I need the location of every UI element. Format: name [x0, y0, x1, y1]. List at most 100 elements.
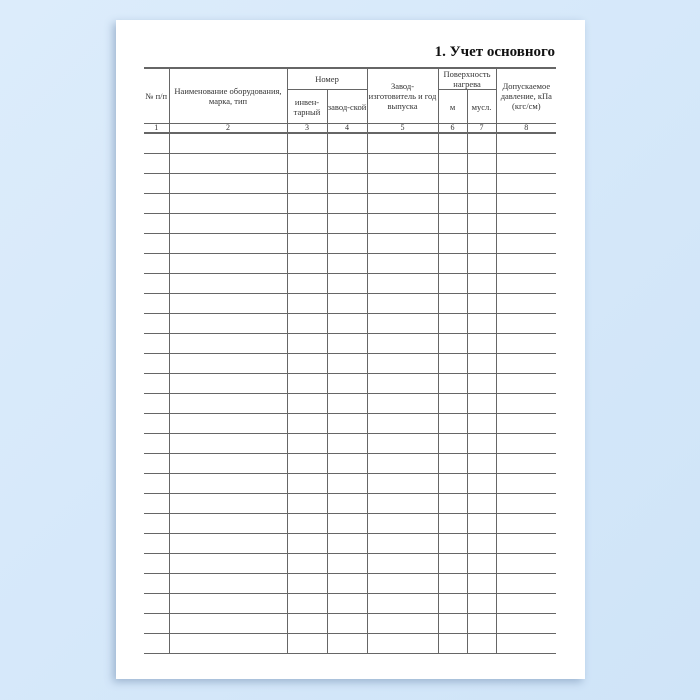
table-cell: [466, 253, 497, 274]
table-cell: [495, 633, 557, 654]
table-cell: [495, 153, 557, 174]
table-cell: [168, 493, 288, 514]
table-cell: [466, 213, 497, 234]
table-cell: [366, 573, 439, 594]
table-cell: [437, 433, 468, 454]
table-cell: [144, 433, 170, 454]
table-row: [144, 593, 557, 614]
table-cell: [366, 473, 439, 494]
table-cell: [437, 633, 468, 654]
table-row: [144, 553, 557, 574]
table-cell: [437, 233, 468, 254]
table-cell: [366, 313, 439, 334]
table-cell: [286, 513, 328, 534]
table-row: [144, 393, 557, 414]
table-cell: [286, 413, 328, 434]
table-row: [144, 273, 557, 294]
col-number: 1: [144, 123, 170, 134]
table-cell: [437, 353, 468, 374]
table-cell: [466, 413, 497, 434]
col-number: 6: [437, 123, 468, 134]
table-cell: [286, 293, 328, 314]
table-cell: [437, 413, 468, 434]
table-cell: [168, 213, 288, 234]
table-row: [144, 193, 557, 214]
table-cell: [366, 633, 439, 654]
table-cell: [437, 613, 468, 634]
col-number: 5: [366, 123, 439, 134]
table-cell: [366, 433, 439, 454]
table-cell: [168, 313, 288, 334]
table-cell: [286, 373, 328, 394]
table-cell: [495, 393, 557, 414]
table-cell: [366, 393, 439, 414]
table-row: [144, 333, 557, 354]
table-cell: [366, 533, 439, 554]
table-cell: [326, 593, 368, 614]
table-cell: [366, 553, 439, 574]
table-cell: [437, 173, 468, 194]
table-cell: [168, 533, 288, 554]
table-cell: [326, 193, 368, 214]
table-row: [144, 413, 557, 434]
table-cell: [326, 293, 368, 314]
table-cell: [495, 132, 557, 154]
header-num: № п/п: [144, 67, 170, 124]
header-manufacturer: Завод-изготовитель и год выпуска: [366, 67, 439, 124]
table-row: [144, 132, 557, 154]
table-cell: [326, 613, 368, 634]
table-cell: [168, 333, 288, 354]
table-cell: [326, 553, 368, 574]
table-cell: [366, 593, 439, 614]
table-cell: [286, 273, 328, 294]
table-cell: [168, 633, 288, 654]
table-cell: [495, 493, 557, 514]
table-cell: [326, 253, 368, 274]
table-cell: [495, 433, 557, 454]
table-cell: [495, 193, 557, 214]
header-factory: завод-ской: [326, 89, 368, 124]
table-cell: [495, 213, 557, 234]
table-cell: [144, 453, 170, 474]
table-cell: [286, 573, 328, 594]
table-cell: [366, 253, 439, 274]
table-cell: [495, 553, 557, 574]
table-cell: [495, 593, 557, 614]
table-cell: [144, 573, 170, 594]
table-cell: [326, 413, 368, 434]
table-cell: [168, 613, 288, 634]
table-cell: [366, 353, 439, 374]
table-cell: [144, 373, 170, 394]
table-cell: [495, 373, 557, 394]
table-cell: [326, 313, 368, 334]
table-cell: [168, 273, 288, 294]
table-cell: [286, 613, 328, 634]
table-cell: [168, 353, 288, 374]
table-cell: [366, 513, 439, 534]
table-cell: [495, 453, 557, 474]
table-cell: [168, 373, 288, 394]
table-cell: [168, 293, 288, 314]
table-cell: [168, 233, 288, 254]
table-cell: [144, 493, 170, 514]
table-cell: [466, 633, 497, 654]
table-cell: [144, 413, 170, 434]
table-cell: [144, 132, 170, 154]
table-cell: [466, 513, 497, 534]
table-row: [144, 293, 557, 314]
table-cell: [466, 233, 497, 254]
table-cell: [286, 333, 328, 354]
table-cell: [326, 493, 368, 514]
table-cell: [144, 173, 170, 194]
table-cell: [144, 633, 170, 654]
table-cell: [326, 633, 368, 654]
table-cell: [495, 273, 557, 294]
table-cell: [466, 313, 497, 334]
table-cell: [168, 173, 288, 194]
table-cell: [466, 273, 497, 294]
table-row: [144, 633, 557, 654]
table-cell: [437, 393, 468, 414]
table-cell: [366, 233, 439, 254]
table-cell: [286, 132, 328, 154]
table-cell: [286, 393, 328, 414]
